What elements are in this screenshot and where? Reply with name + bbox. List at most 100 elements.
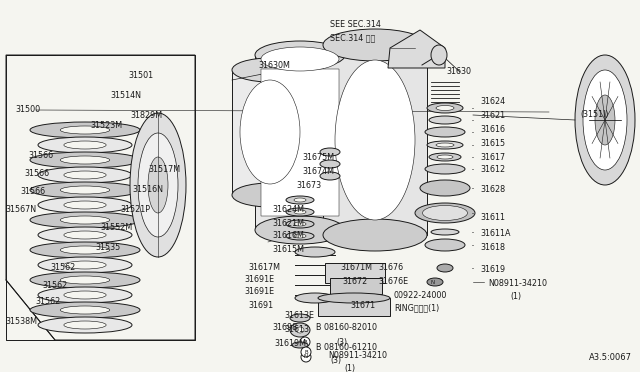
Ellipse shape: [425, 239, 465, 251]
Ellipse shape: [595, 95, 615, 145]
Ellipse shape: [60, 276, 109, 284]
Ellipse shape: [290, 314, 310, 322]
Ellipse shape: [431, 229, 459, 235]
Bar: [325, 263, 385, 283]
Text: 31562: 31562: [50, 263, 76, 273]
Text: B: B: [304, 350, 308, 355]
Ellipse shape: [427, 103, 463, 113]
Text: 31691E: 31691E: [244, 288, 274, 296]
Ellipse shape: [437, 155, 453, 159]
Text: 31624M: 31624M: [272, 205, 304, 215]
Bar: [323, 45, 427, 235]
Ellipse shape: [240, 80, 300, 184]
Ellipse shape: [38, 317, 132, 333]
Text: 31617: 31617: [480, 153, 505, 161]
Ellipse shape: [323, 219, 427, 251]
Text: 31612: 31612: [480, 166, 505, 174]
Text: 31562: 31562: [42, 280, 67, 289]
Ellipse shape: [255, 41, 345, 69]
Ellipse shape: [286, 208, 314, 216]
Text: A3.5:0067: A3.5:0067: [589, 353, 632, 362]
Text: 31621: 31621: [480, 112, 505, 121]
Ellipse shape: [292, 342, 308, 348]
Text: 31671: 31671: [350, 301, 375, 310]
Text: 31698: 31698: [272, 324, 297, 333]
Text: 31676: 31676: [378, 263, 403, 273]
Ellipse shape: [429, 116, 461, 124]
Bar: [261, 69, 339, 216]
Ellipse shape: [60, 186, 109, 194]
Text: 31615: 31615: [480, 140, 505, 148]
Polygon shape: [388, 30, 445, 68]
Text: 31672: 31672: [342, 276, 367, 285]
Ellipse shape: [30, 212, 140, 228]
Text: 31628: 31628: [480, 186, 505, 195]
Text: 31624: 31624: [480, 97, 505, 106]
Ellipse shape: [286, 196, 314, 204]
Text: 31613: 31613: [284, 326, 309, 334]
Ellipse shape: [294, 222, 306, 226]
Text: 31617M: 31617M: [248, 263, 280, 273]
Ellipse shape: [320, 148, 340, 156]
Ellipse shape: [425, 127, 465, 137]
Text: 31829M: 31829M: [130, 110, 162, 119]
Text: 31611: 31611: [480, 214, 505, 222]
Ellipse shape: [60, 216, 109, 224]
Text: 31611A: 31611A: [480, 230, 511, 238]
Text: 31566: 31566: [28, 151, 53, 160]
Ellipse shape: [437, 264, 453, 272]
Ellipse shape: [30, 272, 140, 288]
Text: B 08160-61210: B 08160-61210: [316, 343, 377, 353]
Ellipse shape: [60, 156, 109, 164]
Ellipse shape: [294, 234, 306, 238]
Text: 31535: 31535: [95, 244, 120, 253]
Text: B: B: [303, 340, 307, 344]
Text: 31619M: 31619M: [274, 339, 306, 347]
Text: 31630M: 31630M: [258, 61, 290, 70]
Ellipse shape: [64, 321, 106, 329]
Text: 31674M: 31674M: [302, 167, 334, 176]
Ellipse shape: [301, 352, 311, 362]
Ellipse shape: [60, 246, 109, 254]
Ellipse shape: [38, 167, 132, 183]
Text: 31514N: 31514N: [110, 90, 141, 99]
Ellipse shape: [415, 203, 475, 223]
Ellipse shape: [286, 232, 314, 240]
Text: 31630: 31630: [446, 67, 471, 77]
Text: 31516N: 31516N: [132, 186, 163, 195]
Ellipse shape: [232, 58, 308, 82]
Text: N: N: [431, 279, 435, 285]
Text: SEC.314 参照: SEC.314 参照: [330, 33, 375, 42]
Ellipse shape: [30, 302, 140, 318]
Ellipse shape: [301, 347, 311, 357]
Ellipse shape: [422, 205, 467, 221]
Ellipse shape: [130, 113, 186, 257]
Text: 31621M: 31621M: [272, 218, 304, 228]
Ellipse shape: [425, 164, 465, 174]
Text: (3151l): (3151l): [580, 110, 609, 119]
Text: 31615M: 31615M: [272, 246, 304, 254]
Ellipse shape: [30, 182, 140, 198]
Text: 31538M: 31538M: [5, 317, 37, 327]
Ellipse shape: [335, 60, 415, 220]
Ellipse shape: [427, 141, 463, 149]
Ellipse shape: [38, 227, 132, 243]
Ellipse shape: [64, 201, 106, 209]
Ellipse shape: [294, 198, 306, 202]
Text: 31566: 31566: [24, 169, 49, 177]
Text: 31676E: 31676E: [378, 276, 408, 285]
Ellipse shape: [38, 197, 132, 213]
Ellipse shape: [295, 247, 335, 257]
Ellipse shape: [436, 143, 454, 147]
Text: N08911-34210: N08911-34210: [328, 352, 387, 360]
Ellipse shape: [60, 126, 109, 134]
Ellipse shape: [323, 29, 427, 61]
Ellipse shape: [431, 45, 447, 65]
Ellipse shape: [318, 293, 390, 303]
Ellipse shape: [320, 160, 340, 168]
Text: 00922-24000: 00922-24000: [394, 291, 447, 299]
Ellipse shape: [295, 293, 335, 303]
Text: SEE SEC.314: SEE SEC.314: [330, 20, 381, 29]
Ellipse shape: [420, 180, 470, 196]
Text: N08911-34210: N08911-34210: [488, 279, 547, 289]
